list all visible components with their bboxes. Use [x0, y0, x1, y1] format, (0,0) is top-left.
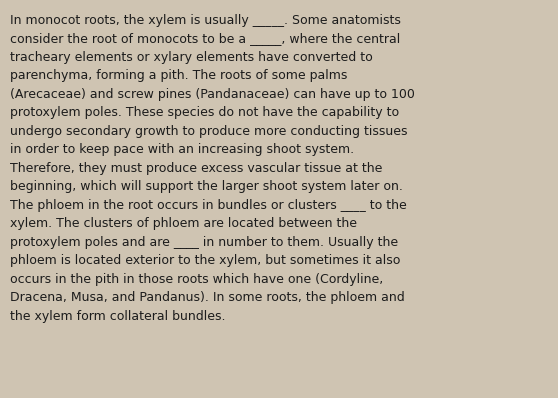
Text: In monocot roots, the xylem is usually _____. Some anatomists
consider the root : In monocot roots, the xylem is usually _…	[10, 14, 415, 323]
